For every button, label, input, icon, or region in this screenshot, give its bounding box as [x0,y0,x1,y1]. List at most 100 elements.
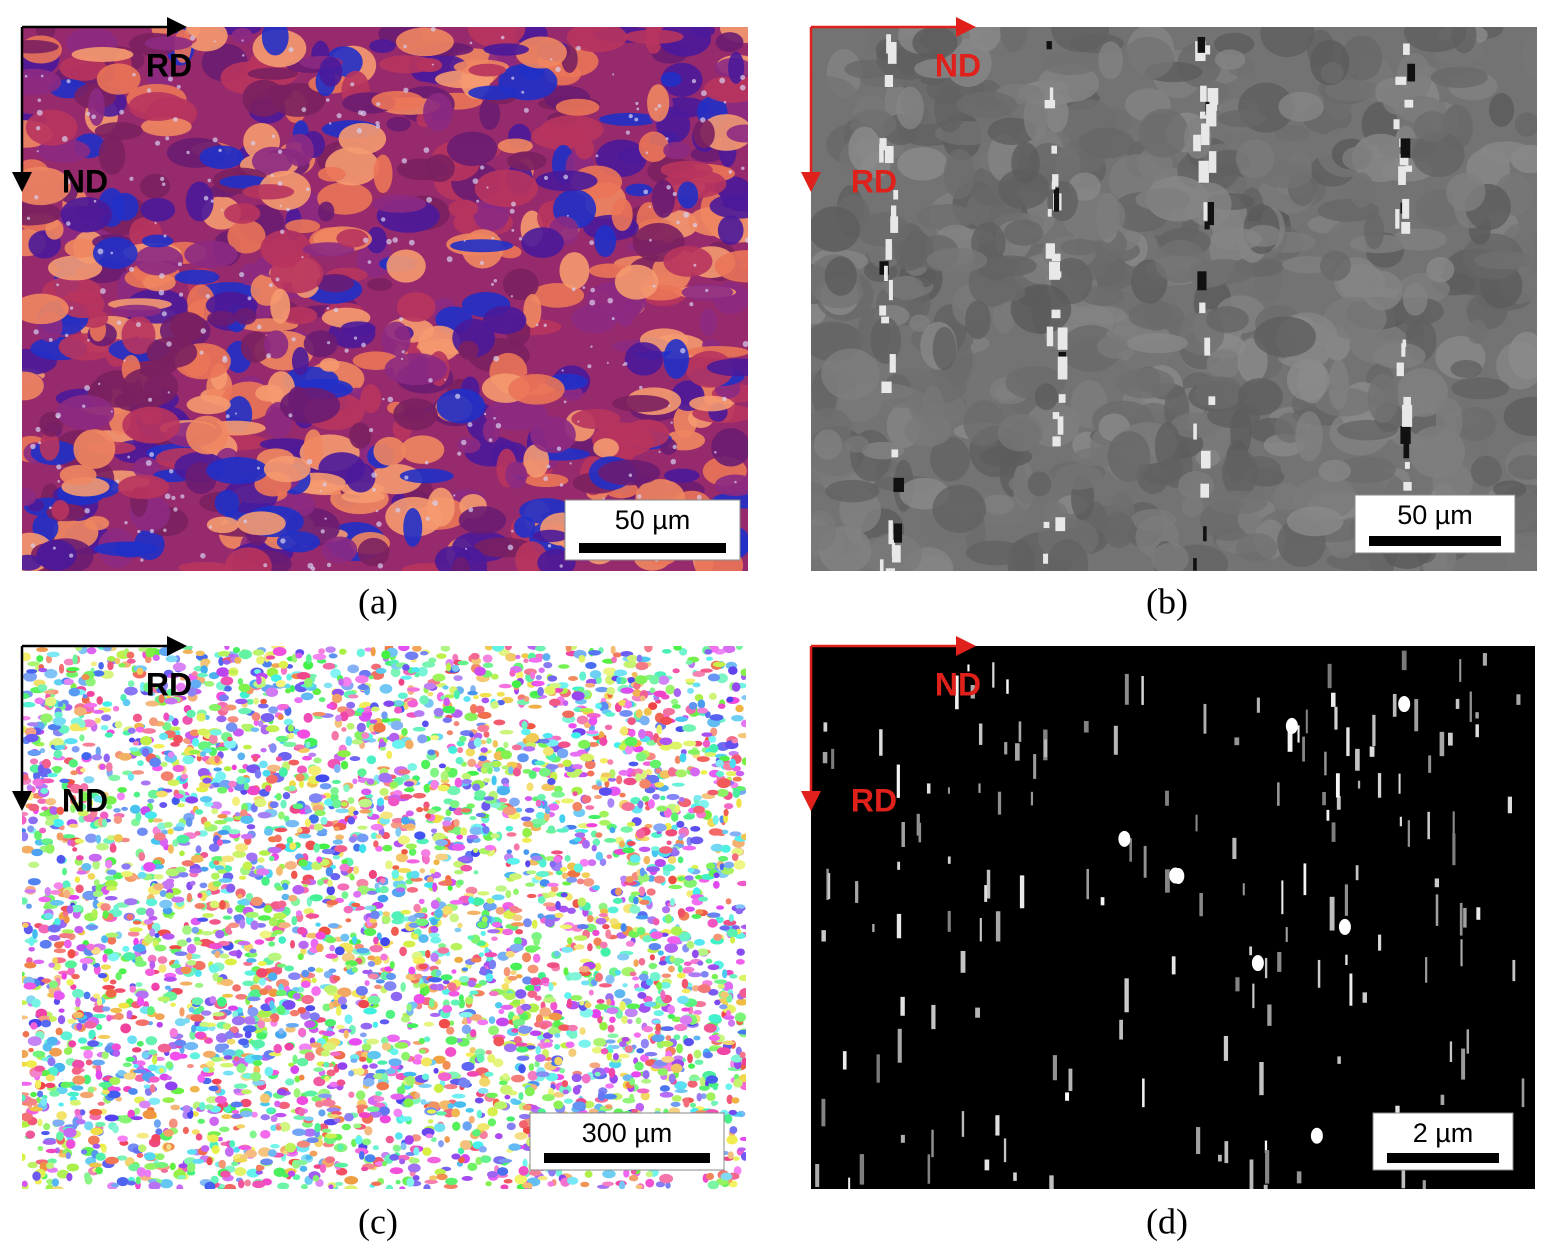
speck [587,364,592,369]
particle [1197,271,1207,291]
grain [1286,358,1330,401]
grain [508,374,565,405]
grain [136,1132,149,1139]
grain [423,93,453,132]
grain [52,957,58,965]
grain [159,1073,170,1081]
speck [163,234,167,238]
grain [691,914,702,919]
speck [606,361,609,364]
grain [652,918,660,926]
grain [52,1119,65,1127]
grain [391,918,404,925]
grain [47,1057,56,1067]
grain [246,958,257,963]
grain [171,896,185,903]
speck [423,147,430,153]
grain [195,1133,203,1141]
grain [315,967,324,973]
grain [542,1042,553,1048]
grain [62,834,76,839]
scale-bar-label: 50 µm [615,505,691,535]
grain [258,1009,272,1018]
grain [129,927,143,933]
grain [668,875,677,885]
speck [189,35,196,41]
grain [26,784,33,792]
grain [736,998,746,1006]
grain [256,656,265,665]
grain [580,1181,590,1188]
grain [397,692,408,699]
particle [888,520,893,545]
grain [480,1155,492,1164]
grain [341,1123,351,1131]
grain [314,809,326,817]
grain [433,859,440,866]
grain [267,1149,277,1157]
speck [149,452,155,457]
grain [375,979,385,984]
particle [884,146,894,164]
grain [215,1032,228,1043]
grain [221,1114,232,1120]
grain [254,669,261,675]
grain [1286,506,1344,537]
grain [453,689,460,700]
grain [307,966,316,972]
grain [90,1127,104,1136]
grain [549,860,557,868]
grain [458,998,465,1009]
grain [284,860,297,870]
grain [386,750,393,760]
grain [389,1167,404,1175]
grain [151,818,163,823]
grain [315,1100,324,1108]
speck [161,182,166,187]
particle [1201,123,1210,146]
grain [242,980,255,987]
grain [811,206,860,252]
grain [555,98,600,116]
grain [349,756,361,762]
grain [348,1091,355,1098]
grain [162,906,173,915]
speck [577,420,580,423]
grain [22,293,69,325]
grain [325,646,336,653]
grain [526,893,537,899]
grain [317,201,335,222]
grain [1323,296,1387,340]
grain [68,759,78,768]
grain [400,1015,411,1023]
grain [570,995,583,1001]
grain [474,790,486,798]
grain [41,806,49,811]
particle [1207,88,1219,105]
grain [145,1036,158,1046]
grain [1260,27,1315,58]
grain [34,1079,42,1089]
grain [80,768,86,773]
grain [955,91,1018,119]
grain [472,1129,481,1137]
grain [171,796,180,806]
grain [583,722,591,729]
grain [1351,133,1411,183]
grain [93,879,100,887]
grain [251,1111,258,1118]
speck [239,271,245,278]
grain [398,678,405,686]
grain [173,826,185,832]
grain [96,696,103,705]
grain [326,1069,336,1077]
grain [715,32,744,53]
grain [500,1004,514,1010]
grain [687,687,694,694]
grain [384,353,448,386]
grain [553,1091,565,1098]
grain [268,706,279,714]
speck [37,98,42,102]
grain [280,306,318,325]
grain [28,861,40,868]
